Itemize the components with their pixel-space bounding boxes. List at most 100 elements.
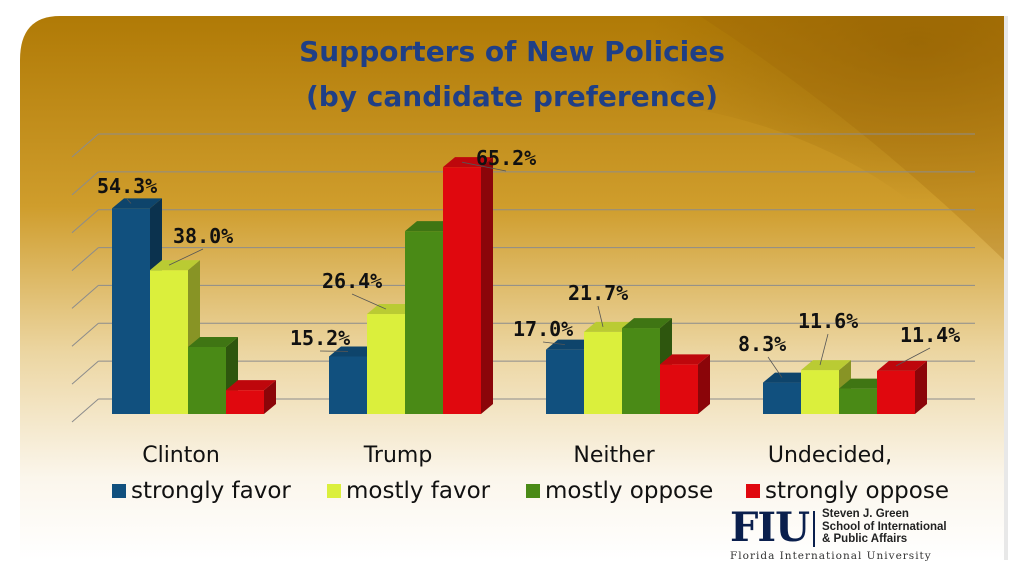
data-label-leader [461,161,507,172]
data-label-leader [542,341,566,346]
bar-side [481,157,493,414]
bar-front [763,382,801,414]
bar-top [877,360,927,371]
legend-label-strongly-oppose: strongly oppose [765,478,949,504]
bar-top [226,380,276,391]
bar-front [329,356,367,414]
legend-item-strongly-oppose: strongly oppose [746,478,949,504]
bar-front [188,346,226,414]
category-label-1: Clinton [142,443,220,468]
bar-top [660,354,710,365]
bar-top [801,360,851,371]
gridline-side [71,171,99,196]
data-label: 8.3% [738,332,786,356]
data-label-leader [895,347,931,367]
bar-top [443,157,493,168]
legend-label-mostly-oppose: mostly oppose [545,478,714,504]
gridline-side [71,209,99,234]
bar-front [660,364,698,414]
bar-top [150,260,200,271]
legend-swatch-mostly-oppose [526,484,540,498]
bar-front [226,390,264,414]
category-label-2: Trump [363,443,433,468]
bar-top [839,378,889,389]
chart-title-line-1: Supporters of New Policies [299,35,725,68]
bar-top [584,321,634,332]
bar-mostly-favor-4 [801,360,851,414]
bar-top [405,221,455,232]
bar-mostly-oppose-1 [188,336,238,414]
legend-item-mostly-oppose: mostly oppose [526,478,713,504]
bar-top [112,198,162,209]
logo-line-1: Steven J. Green [822,508,909,520]
gridline-side [71,247,99,271]
logo-school-name: Steven J. Green School of International … [822,508,947,546]
legend-item-mostly-favor: mostly favor [327,478,490,504]
gridline-side [71,322,99,347]
gridline-side [71,398,99,423]
legend: strongly favor mostly favor mostly oppos… [0,478,1024,512]
bar-mostly-oppose-3 [622,318,672,414]
data-label: 11.6% [798,309,858,333]
fiu-logo: FIU Steven J. Green School of Internatio… [730,507,970,567]
bar-mostly-favor-1 [150,260,200,414]
legend-label-mostly-favor: mostly favor [346,478,491,504]
logo-line-3: & Public Affairs [822,533,908,545]
data-label: 65.2% [476,146,536,170]
logo-mark: FIU [730,504,810,551]
bar-strongly-oppose-2 [443,157,493,414]
data-label-leader [126,198,132,204]
data-label: 26.4% [322,269,382,293]
data-label: 38.0% [173,224,233,248]
bar-side [264,380,276,414]
bar-front [405,231,443,414]
data-label: 11.4% [900,323,960,347]
legend-swatch-strongly-oppose [746,484,760,498]
bar-top [763,372,813,383]
data-label-leader [767,356,783,378]
data-label-leader [597,305,604,327]
bar-front [584,331,622,414]
bar-front [839,388,877,414]
bar-front [546,349,584,414]
bar-strongly-oppose-1 [226,380,276,414]
bar-strongly-oppose-3 [660,354,710,414]
bar-front [150,270,188,414]
bar-top [188,336,238,347]
legend-label-strongly-favor: strongly favor [131,478,291,504]
bar-front [622,328,660,414]
data-label-leader [168,248,204,266]
bar-front [877,370,915,414]
data-label: 17.0% [513,317,573,341]
background-swirl-dark [700,16,1004,260]
bar-front [112,208,150,414]
data-label: 54.3% [97,174,157,198]
chart-title-line-2: (by candidate preference) [305,80,719,113]
bar-side [915,360,927,414]
category-label-4: Undecided, [768,443,892,468]
bar-top [546,339,596,350]
data-label: 21.7% [568,281,628,305]
category-label-3: Neither [573,443,655,468]
bar-front [443,167,481,414]
bar-top [622,318,672,329]
legend-swatch-mostly-favor [327,484,341,498]
legend-swatch-strongly-favor [112,484,126,498]
legend-item-strongly-favor: strongly favor [112,478,291,504]
data-label-leader [351,293,387,310]
gridline-side [71,360,99,385]
background-swirl [520,16,1004,300]
bar-front [367,314,405,414]
background-panel [20,16,1004,560]
data-label: 15.2% [290,326,350,350]
logo-line-2: School of International [822,520,947,533]
logo-divider [813,511,815,547]
bar-front [801,370,839,414]
gridline-side [71,133,99,158]
right-edge [1004,16,1008,560]
bar-top [329,346,379,357]
gridline-side [71,285,99,309]
